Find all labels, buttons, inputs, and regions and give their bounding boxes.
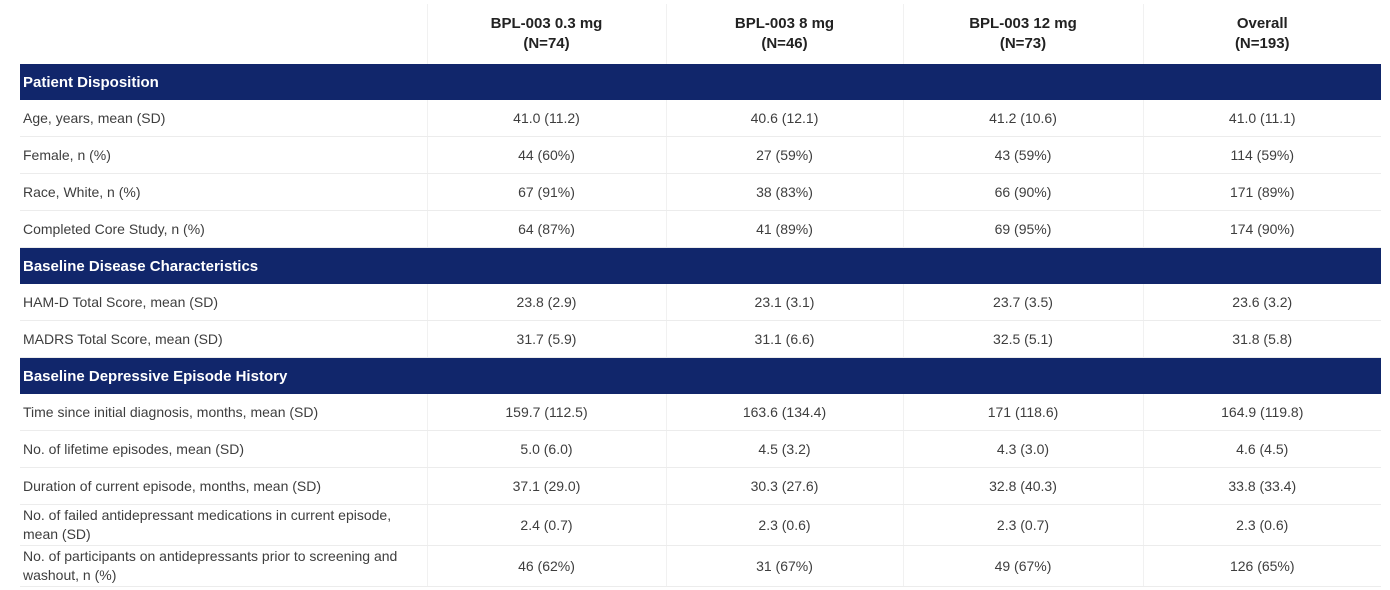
section-header-row: Patient Disposition — [20, 64, 1381, 100]
cell-value: 23.1 (3.1) — [665, 284, 903, 321]
baseline-characteristics-table-container: BPL-003 0.3 mg (N=74) BPL-003 8 mg (N=46… — [20, 4, 1381, 587]
cell-value: 4.5 (3.2) — [665, 430, 903, 468]
cell-value: 69 (95%) — [902, 210, 1143, 248]
cell-value: 64 (87%) — [426, 210, 666, 248]
table-body: Patient Disposition Age, years, mean (SD)… — [20, 64, 1381, 587]
table-row: No. of failed antidepressant medications… — [20, 504, 1381, 546]
column-name: Overall — [1236, 15, 1288, 32]
column-n: (N=193) — [1234, 35, 1290, 52]
row-label: No. of lifetime episodes, mean (SD) — [20, 430, 427, 468]
cell-value: 174 (90%) — [1142, 210, 1381, 248]
cell-value: 159.7 (112.5) — [426, 394, 666, 431]
cell-value: 41.0 (11.1) — [1142, 100, 1381, 137]
row-label: No. of participants on antidepressants p… — [20, 545, 427, 587]
header-col-8mg: BPL-003 8 mg (N=46) — [665, 4, 903, 64]
cell-value: 67 (91%) — [426, 173, 666, 211]
column-n: (N=73) — [999, 35, 1047, 52]
cell-value: 163.6 (134.4) — [665, 394, 903, 431]
cell-value: 41 (89%) — [665, 210, 903, 248]
cell-value: 46 (62%) — [426, 545, 666, 587]
baseline-characteristics-table: BPL-003 0.3 mg (N=74) BPL-003 8 mg (N=46… — [20, 4, 1381, 587]
cell-value: 37.1 (29.0) — [426, 467, 666, 505]
cell-value: 4.3 (3.0) — [902, 430, 1143, 468]
header-col-0-3mg: BPL-003 0.3 mg (N=74) — [426, 4, 666, 64]
section-header-row: Baseline Disease Characteristics — [20, 247, 1381, 284]
cell-value: 23.7 (3.5) — [902, 284, 1143, 321]
header-empty-cell — [20, 4, 427, 64]
column-name: BPL-003 0.3 mg — [490, 15, 603, 32]
section-title: Baseline Depressive Episode History — [20, 357, 1381, 394]
row-label: Female, n (%) — [20, 136, 427, 174]
cell-value: 41.0 (11.2) — [426, 100, 666, 137]
table-row: Female, n (%) 44 (60%) 27 (59%) 43 (59%) 114… — [20, 136, 1381, 174]
cell-value: 32.8 (40.3) — [902, 467, 1143, 505]
row-label: Completed Core Study, n (%) — [20, 210, 427, 248]
row-label: MADRS Total Score, mean (SD) — [20, 320, 427, 358]
cell-value: 4.6 (4.5) — [1142, 430, 1381, 468]
cell-value: 114 (59%) — [1142, 136, 1381, 174]
row-label: HAM-D Total Score, mean (SD) — [20, 284, 427, 321]
row-label: No. of failed antidepressant medications… — [20, 504, 427, 546]
cell-value: 43 (59%) — [902, 136, 1143, 174]
cell-value: 5.0 (6.0) — [426, 430, 666, 468]
cell-value: 38 (83%) — [665, 173, 903, 211]
table-row: No. of lifetime episodes, mean (SD) 5.0 (… — [20, 430, 1381, 468]
cell-value: 32.5 (5.1) — [902, 320, 1143, 358]
section-title: Patient Disposition — [20, 64, 1381, 100]
cell-value: 23.6 (3.2) — [1142, 284, 1381, 321]
row-label: Duration of current episode, months, mea… — [20, 467, 427, 505]
cell-value: 40.6 (12.1) — [665, 100, 903, 137]
table-row: HAM-D Total Score, mean (SD) 23.8 (2.9) 23… — [20, 284, 1381, 321]
cell-value: 31 (67%) — [665, 545, 903, 587]
section-header-row: Baseline Depressive Episode History — [20, 357, 1381, 394]
table-row: No. of participants on antidepressants p… — [20, 545, 1381, 587]
cell-value: 2.4 (0.7) — [426, 504, 666, 546]
header-col-12mg: BPL-003 12 mg (N=73) — [902, 4, 1143, 64]
header-col-overall: Overall (N=193) — [1142, 4, 1381, 64]
cell-value: 2.3 (0.7) — [902, 504, 1143, 546]
cell-value: 2.3 (0.6) — [665, 504, 903, 546]
cell-value: 171 (118.6) — [902, 394, 1143, 431]
table-row: Time since initial diagnosis, months, me… — [20, 394, 1381, 431]
row-label: Race, White, n (%) — [20, 173, 427, 211]
column-name: BPL-003 8 mg — [734, 15, 835, 32]
cell-value: 49 (67%) — [902, 545, 1143, 587]
table-row: Duration of current episode, months, mea… — [20, 467, 1381, 505]
table-row: MADRS Total Score, mean (SD) 31.7 (5.9) 31… — [20, 320, 1381, 358]
cell-value: 41.2 (10.6) — [902, 100, 1143, 137]
cell-value: 126 (65%) — [1142, 545, 1381, 587]
cell-value: 171 (89%) — [1142, 173, 1381, 211]
table-row: Completed Core Study, n (%) 64 (87%) 41 (8… — [20, 210, 1381, 248]
header-row: BPL-003 0.3 mg (N=74) BPL-003 8 mg (N=46… — [20, 4, 1381, 64]
table-row: Age, years, mean (SD) 41.0 (11.2) 40.6 (12… — [20, 100, 1381, 137]
cell-value: 27 (59%) — [665, 136, 903, 174]
cell-value: 31.8 (5.8) — [1142, 320, 1381, 358]
cell-value: 2.3 (0.6) — [1142, 504, 1381, 546]
cell-value: 66 (90%) — [902, 173, 1143, 211]
cell-value: 23.8 (2.9) — [426, 284, 666, 321]
cell-value: 33.8 (33.4) — [1142, 467, 1381, 505]
cell-value: 30.3 (27.6) — [665, 467, 903, 505]
cell-value: 31.1 (6.6) — [665, 320, 903, 358]
row-label: Time since initial diagnosis, months, me… — [20, 394, 427, 431]
cell-value: 31.7 (5.9) — [426, 320, 666, 358]
cell-value: 164.9 (119.8) — [1142, 394, 1381, 431]
cell-value: 44 (60%) — [426, 136, 666, 174]
section-title: Baseline Disease Characteristics — [20, 247, 1381, 284]
column-n: (N=74) — [523, 35, 570, 52]
row-label: Age, years, mean (SD) — [20, 100, 427, 137]
table-row: Race, White, n (%) 67 (91%) 38 (83%) 66 (90… — [20, 173, 1381, 211]
column-n: (N=46) — [761, 35, 808, 52]
column-name: BPL-003 12 mg — [969, 15, 1077, 32]
